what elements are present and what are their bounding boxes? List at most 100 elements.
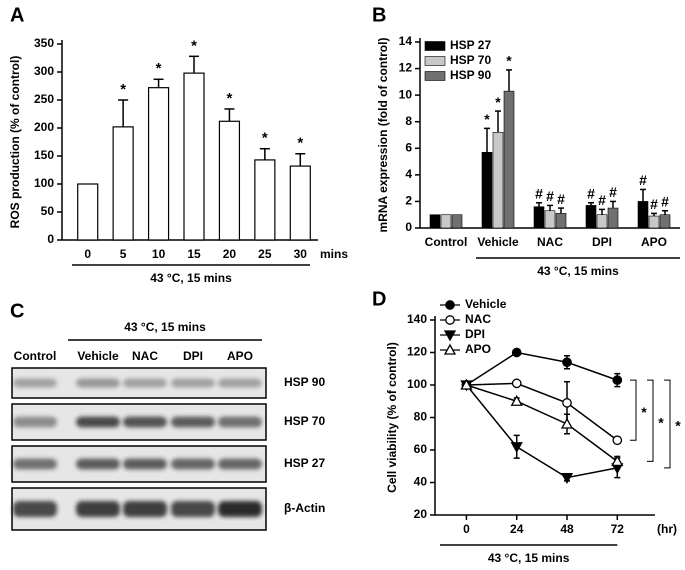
significance-mark: # (609, 184, 617, 200)
lane-label: APO (227, 349, 253, 363)
bar (77, 183, 99, 241)
series-line (466, 382, 618, 441)
blot-band (123, 501, 167, 517)
lane-label: Vehicle (77, 349, 119, 363)
y-tick-label: 2 (405, 194, 412, 208)
legend-label: Vehicle (465, 297, 507, 311)
significance-mark: # (587, 185, 595, 201)
comparison-label: * (658, 414, 664, 430)
x-unit: mins (320, 247, 348, 261)
x-tick-label: 15 (187, 247, 201, 261)
bar (544, 210, 556, 229)
blot-band (123, 458, 167, 470)
bar (555, 213, 567, 229)
bar (147, 87, 170, 241)
marker (560, 417, 574, 429)
y-tick-label: 8 (405, 114, 412, 128)
y-tick-label: 300 (34, 64, 54, 78)
lane-label: NAC (132, 349, 158, 363)
x-tick-label: 20 (223, 247, 237, 261)
x-tick-label: 48 (560, 522, 574, 536)
bar (503, 90, 515, 229)
marker (560, 472, 574, 484)
y-tick-label: 250 (34, 92, 54, 106)
marker (460, 378, 473, 390)
bar (637, 201, 649, 229)
bar (585, 205, 597, 229)
y-tick-label: 10 (399, 87, 413, 101)
legend-label: DPI (465, 327, 485, 341)
y-tick-label: 140 (407, 312, 427, 326)
x-tick-label: APO (641, 235, 667, 249)
x-tick-label: 24 (510, 522, 524, 536)
series-line (465, 384, 618, 479)
significance-mark: * (191, 37, 197, 54)
marker (562, 357, 572, 368)
lane-label: DPI (183, 349, 203, 363)
y-tick-label: 4 (405, 167, 412, 181)
x-tick-label: 5 (120, 247, 127, 261)
blot-band (123, 378, 167, 388)
panel-letter: B (372, 4, 386, 26)
legend-label: NAC (465, 312, 491, 326)
blot-band (76, 501, 120, 517)
group-label: 43 °C, 15 mins (488, 551, 570, 565)
marker (511, 347, 522, 358)
bar (492, 132, 504, 229)
x-tick-label: 72 (611, 522, 625, 536)
blot-band (171, 458, 215, 470)
significance-mark: * (506, 53, 512, 69)
blot-band (218, 458, 262, 470)
significance-mark: * (495, 94, 501, 110)
bar (596, 214, 608, 229)
significance-mark: # (598, 192, 606, 208)
y-tick-label: 100 (407, 377, 427, 391)
blot-band (76, 378, 120, 388)
blot-band (13, 378, 57, 388)
group-label: 43 °C, 15 mins (150, 271, 232, 285)
blot-band (76, 458, 120, 470)
blot-band (13, 458, 57, 470)
y-axis-label: mRNA expression (fold of control) (376, 38, 390, 233)
x-tick-label: 0 (84, 247, 91, 261)
x-tick-label: 25 (258, 247, 272, 261)
legend-label: HSP 90 (450, 68, 491, 82)
legend-label: APO (465, 342, 491, 356)
legend-marker (443, 330, 457, 342)
row-label: HSP 90 (284, 375, 325, 389)
significance-mark: # (557, 191, 565, 207)
blot-band (76, 416, 120, 428)
bar (218, 120, 241, 241)
y-axis-label: ROS production (% of control) (8, 56, 22, 229)
significance-mark: # (661, 193, 669, 209)
lane-label: Control (14, 349, 57, 363)
marker (562, 398, 572, 408)
bar (533, 206, 545, 229)
bar (289, 165, 311, 241)
y-tick-label: 350 (34, 36, 54, 50)
x-tick-label: 0 (463, 522, 470, 536)
y-tick-label: 20 (414, 507, 428, 521)
significance-mark: # (650, 196, 658, 212)
significance-mark: # (535, 185, 543, 201)
comparison-label: * (675, 418, 681, 434)
y-tick-label: 80 (414, 410, 428, 424)
bar (481, 151, 493, 229)
y-tick-label: 150 (34, 148, 54, 162)
significance-mark: * (227, 90, 233, 107)
x-tick-label: Control (425, 235, 468, 249)
y-axis-label: Cell viability (% of control) (385, 342, 399, 493)
y-tick-label: 200 (34, 120, 54, 134)
marker (612, 435, 623, 446)
y-tick-label: 60 (414, 442, 428, 456)
significance-mark: # (546, 188, 554, 204)
bar (440, 214, 452, 229)
bar (254, 159, 276, 241)
legend-label: HSP 27 (450, 38, 491, 52)
legend-swatch (424, 56, 446, 66)
series-line (466, 351, 618, 386)
x-tick-label: NAC (537, 235, 563, 249)
x-unit: (hr) (657, 522, 677, 536)
marker (612, 375, 623, 385)
